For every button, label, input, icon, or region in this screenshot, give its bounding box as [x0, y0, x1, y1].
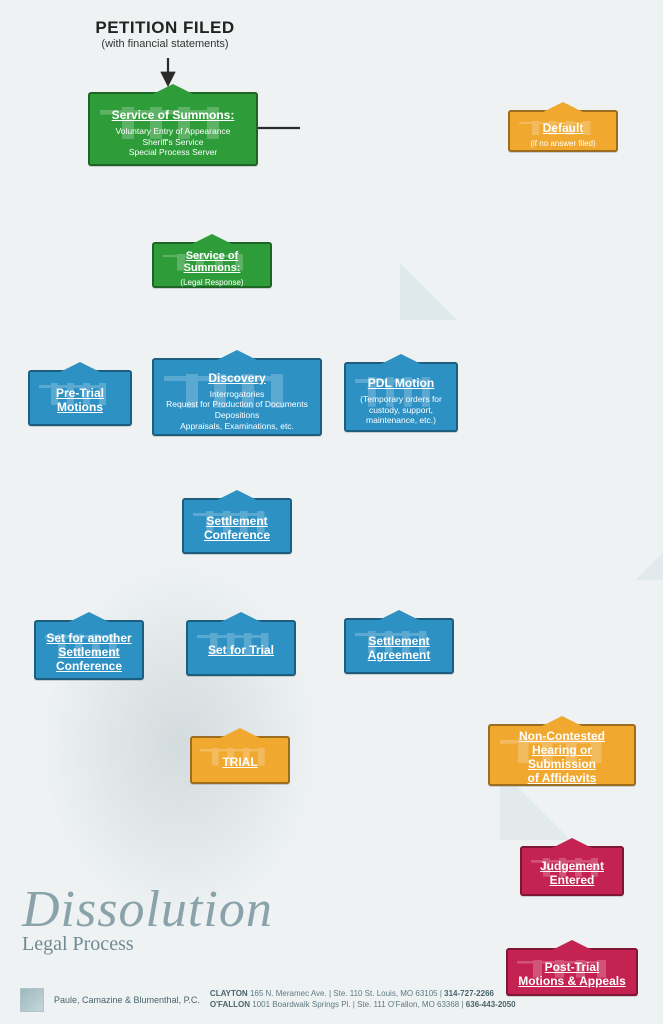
node-title: Set for Trial [208, 643, 274, 657]
node-summons1: Service of Summons: Voluntary Entry of Ap… [88, 92, 258, 166]
node-default: Default (if no answer filed) [508, 110, 618, 152]
node-judgement: Judgement Entered [520, 846, 624, 896]
page-title-big: Dissolution [22, 880, 273, 939]
node-title: PDL Motion [368, 376, 434, 390]
node-summons2: Service of Summons: (Legal Response) [152, 242, 272, 288]
node-title: Default [543, 121, 584, 135]
node-title: Judgement Entered [540, 859, 604, 887]
node-settlement_agreement: Settlement Agreement [344, 618, 454, 674]
node-title: Settlement Agreement [368, 634, 431, 662]
node-title: Pre-Trial Motions [40, 386, 120, 414]
node-title: Post-Trial Motions & Appeals [518, 960, 626, 988]
node-set_trial: Set for Trial [186, 620, 296, 676]
header-line2: (with financial statements) [0, 38, 330, 50]
node-title: Non-Contested Hearing or Submission of A… [500, 729, 624, 785]
firm-name: Paule, Camazine & Blumenthal, P.C. [54, 995, 200, 1005]
node-sub: (Legal Response) [180, 278, 243, 288]
node-title: Settlement Conference [204, 514, 270, 542]
node-pretrial: Pre-Trial Motions [28, 370, 132, 426]
addr1-phone: 314-727-2266 [444, 989, 494, 998]
node-noncontested: Non-Contested Hearing or Submission of A… [488, 724, 636, 786]
addr2-phone: 636-443-2050 [466, 1000, 516, 1009]
node-sub: (if no answer filed) [530, 139, 595, 149]
node-title: Service of Summons: [112, 108, 235, 122]
addr1-text: 165 N. Meramec Ave. | Ste. 110 St. Louis… [250, 989, 442, 998]
header: PETITION FILED (with financial statement… [0, 18, 330, 50]
addr2-label: O'FALLON [210, 1000, 250, 1009]
node-another_conf: Set for another Settlement Conference [34, 620, 144, 680]
page-title: Dissolution Legal Process [22, 880, 273, 956]
node-title: Service of Summons: [164, 250, 260, 274]
addr1-label: CLAYTON [210, 989, 248, 998]
addr2-text: 1001 Boardwalk Springs Pl. | Ste. 111 O'… [252, 1000, 463, 1009]
footer: Paule, Camazine & Blumenthal, P.C. CLAYT… [20, 988, 643, 1012]
node-sub: Voluntary Entry of Appearance Sheriff's … [116, 126, 231, 158]
node-title: Set for another Settlement Conference [46, 631, 131, 673]
firm-logo [20, 988, 44, 1012]
firm-addresses: CLAYTON 165 N. Meramec Ave. | Ste. 110 S… [210, 989, 516, 1011]
node-discovery: Discovery Interrogatories Request for Pro… [152, 358, 322, 436]
node-sub: Interrogatories Request for Production o… [166, 389, 308, 432]
node-title: Discovery [208, 371, 265, 385]
node-sub: (Temporary orders for custody, support, … [360, 394, 442, 426]
node-title: TRIAL [222, 755, 257, 769]
node-settlement_conf: Settlement Conference [182, 498, 292, 554]
node-trial: TRIAL [190, 736, 290, 784]
node-pdl: PDL Motion (Temporary orders for custody,… [344, 362, 458, 432]
header-line1: PETITION FILED [0, 18, 330, 38]
